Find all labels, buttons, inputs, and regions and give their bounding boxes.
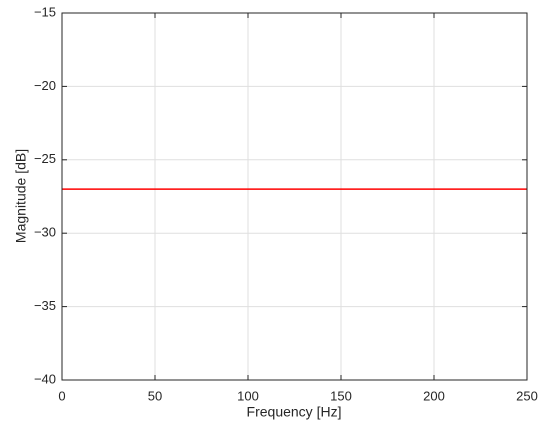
x-tick-label: 100 xyxy=(237,388,259,403)
plot-frame xyxy=(61,12,528,381)
x-tick-label: 200 xyxy=(423,388,445,403)
y-tick-label: −30 xyxy=(34,225,56,240)
x-tick-label: 0 xyxy=(58,388,65,403)
x-axis-label: Frequency [Hz] xyxy=(247,404,342,420)
y-axis-label: Magnitude [dB] xyxy=(13,149,29,243)
y-tick-label: −15 xyxy=(34,4,56,19)
x-tick-label: 50 xyxy=(148,388,162,403)
y-tick-label: −20 xyxy=(34,78,56,93)
x-tick-label: 250 xyxy=(516,388,538,403)
y-tick-label: −25 xyxy=(34,151,56,166)
y-tick-label: −35 xyxy=(34,298,56,313)
y-tick-label: −40 xyxy=(34,371,56,386)
x-tick-label: 150 xyxy=(330,388,352,403)
